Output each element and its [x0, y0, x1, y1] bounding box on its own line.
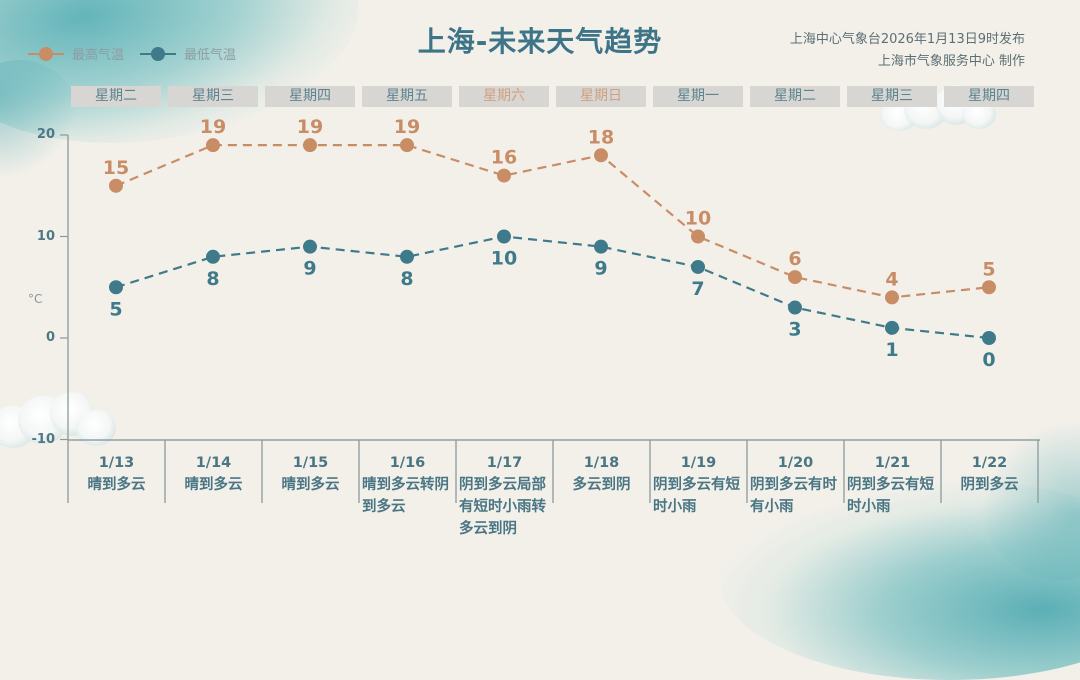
forecast-weather-description: 阴到多云有短时小雨 [653, 477, 740, 515]
page-title: 上海-未来天气趋势 [417, 25, 663, 58]
high-temp-value-label: 5 [982, 258, 995, 280]
low-temp-point [788, 300, 802, 315]
forecast-date: 1/15 [292, 455, 329, 471]
high-temp-value-label: 15 [103, 157, 129, 179]
low-temp-point [206, 249, 220, 264]
forecast-day-cell: 1/15 晴到多云 [262, 452, 359, 496]
weekday-label: 星期四 [265, 86, 355, 107]
weekday-label: 星期三 [847, 86, 937, 107]
weekday-label: 星期二 [750, 86, 840, 107]
forecast-date: 1/18 [583, 455, 620, 471]
low-temp-value-label: 8 [206, 268, 219, 290]
forecast-day-cell: 1/21 阴到多云有短时小雨 [844, 452, 941, 518]
forecast-weather-description: 阴到多云局部有短时小雨转多云到阴 [459, 477, 546, 537]
forecast-date: 1/17 [486, 455, 523, 471]
low-temp-point [594, 239, 608, 254]
forecast-date: 1/13 [98, 455, 135, 471]
high-temp-point [885, 290, 899, 305]
high-temp-line [115, 144, 990, 299]
forecast-date: 1/16 [389, 455, 426, 471]
forecast-day-cell: 1/22 阴到多云 [941, 452, 1038, 496]
low-temp-value-label: 8 [400, 268, 413, 290]
forecast-day-cell: 1/13 晴到多云 [68, 452, 165, 496]
publish-time: 上海中心气象台2026年1月13日9时发布 [789, 32, 1025, 47]
low-temp-value-label: 7 [691, 278, 704, 300]
y-tick-minus-10: -10 [31, 432, 56, 447]
low-temp-value-label: 10 [491, 248, 517, 270]
high-temp-point [691, 229, 705, 244]
low-temp-point [303, 239, 317, 254]
forecast-day-cell: 1/17 阴到多云局部有短时小雨转多云到阴 [456, 452, 553, 540]
high-temp-point [206, 138, 220, 153]
high-temp-value-label: 19 [297, 116, 323, 138]
y-axis-unit: °C [28, 292, 43, 306]
forecast-weather-description: 多云到阴 [572, 477, 631, 493]
high-temp-point [497, 168, 511, 183]
high-temp-point [303, 138, 317, 153]
forecast-weather-description: 晴到多云转阴到多云 [362, 477, 449, 515]
low-temp-value-label: 9 [594, 258, 607, 280]
high-temp-value-label: 18 [588, 126, 614, 148]
forecast-day-cell: 1/20 阴到多云有时有小雨 [747, 452, 844, 518]
high-temp-marker-icon [28, 46, 64, 61]
high-temp-point [109, 178, 123, 193]
low-temp-point [109, 280, 123, 295]
forecast-date: 1/20 [777, 455, 814, 471]
weekday-label: 星期一 [653, 86, 743, 107]
high-temp-value-label: 4 [885, 268, 898, 290]
forecast-day-cell: 1/14 晴到多云 [165, 452, 262, 496]
high-temp-value-label: 6 [788, 248, 801, 270]
low-temp-point [497, 229, 511, 244]
forecast-day-cell: 1/19 阴到多云有短时小雨 [650, 452, 747, 518]
low-temp-value-label: 0 [982, 349, 995, 371]
y-tick-20: 20 [36, 127, 55, 142]
low-temp-value-label: 3 [788, 319, 801, 341]
publisher-info: 上海中心气象台2026年1月13日9时发布 上海市气象服务中心 制作 [790, 29, 1025, 73]
forecast-weather-description: 阴到多云有短时小雨 [847, 477, 934, 515]
forecast-date: 1/21 [874, 455, 911, 471]
low-temp-point [400, 249, 414, 264]
low-temp-value-label: 5 [109, 298, 122, 320]
low-temp-marker-icon [140, 46, 177, 61]
high-temp-point [594, 148, 608, 163]
forecast-date: 1/22 [971, 455, 1008, 471]
legend-item-low: 最低气温 [140, 44, 236, 63]
forecast-weather-description: 晴到多云 [184, 477, 243, 493]
legend-label-low: 最低气温 [184, 48, 237, 63]
producer: 上海市气象服务中心 制作 [877, 54, 1025, 69]
forecast-day-cell: 1/16 晴到多云转阴到多云 [359, 452, 456, 518]
low-temp-point [982, 331, 996, 345]
chart-legend: 最高气温 最低气温 [28, 44, 236, 63]
y-tick-0: 0 [45, 330, 55, 345]
forecast-weather-description: 晴到多云 [281, 477, 340, 493]
high-temp-point [982, 280, 996, 295]
low-temp-value-label: 9 [303, 258, 316, 280]
low-temp-point [885, 320, 899, 335]
weekday-label: 星期六 [459, 86, 549, 107]
low-temp-line [115, 235, 990, 340]
forecast-weather-description: 晴到多云 [87, 477, 146, 493]
low-temp-value-label: 1 [885, 339, 898, 361]
high-temp-value-label: 16 [491, 147, 517, 169]
forecast-weather-description: 阴到多云 [960, 477, 1019, 493]
forecast-date: 1/19 [680, 455, 717, 471]
y-tick-10: 10 [36, 229, 55, 244]
legend-label-high: 最高气温 [72, 48, 125, 63]
high-temp-value-label: 19 [200, 116, 226, 138]
high-temp-value-label: 19 [394, 116, 420, 138]
weekday-label: 星期四 [944, 86, 1034, 107]
forecast-weather-description: 阴到多云有时有小雨 [750, 477, 837, 515]
weekday-label: 星期二 [71, 86, 161, 107]
high-temp-value-label: 10 [685, 208, 711, 230]
weekday-label: 星期日 [556, 86, 646, 107]
forecast-date: 1/14 [195, 455, 232, 471]
low-temp-point [691, 259, 705, 274]
high-temp-point [400, 138, 414, 153]
legend-item-high: 最高气温 [28, 44, 124, 63]
high-temp-point [788, 270, 802, 285]
forecast-day-cell: 1/18 多云到阴 [553, 452, 650, 496]
weekday-label: 星期五 [362, 86, 452, 107]
weekday-label: 星期三 [168, 86, 258, 107]
